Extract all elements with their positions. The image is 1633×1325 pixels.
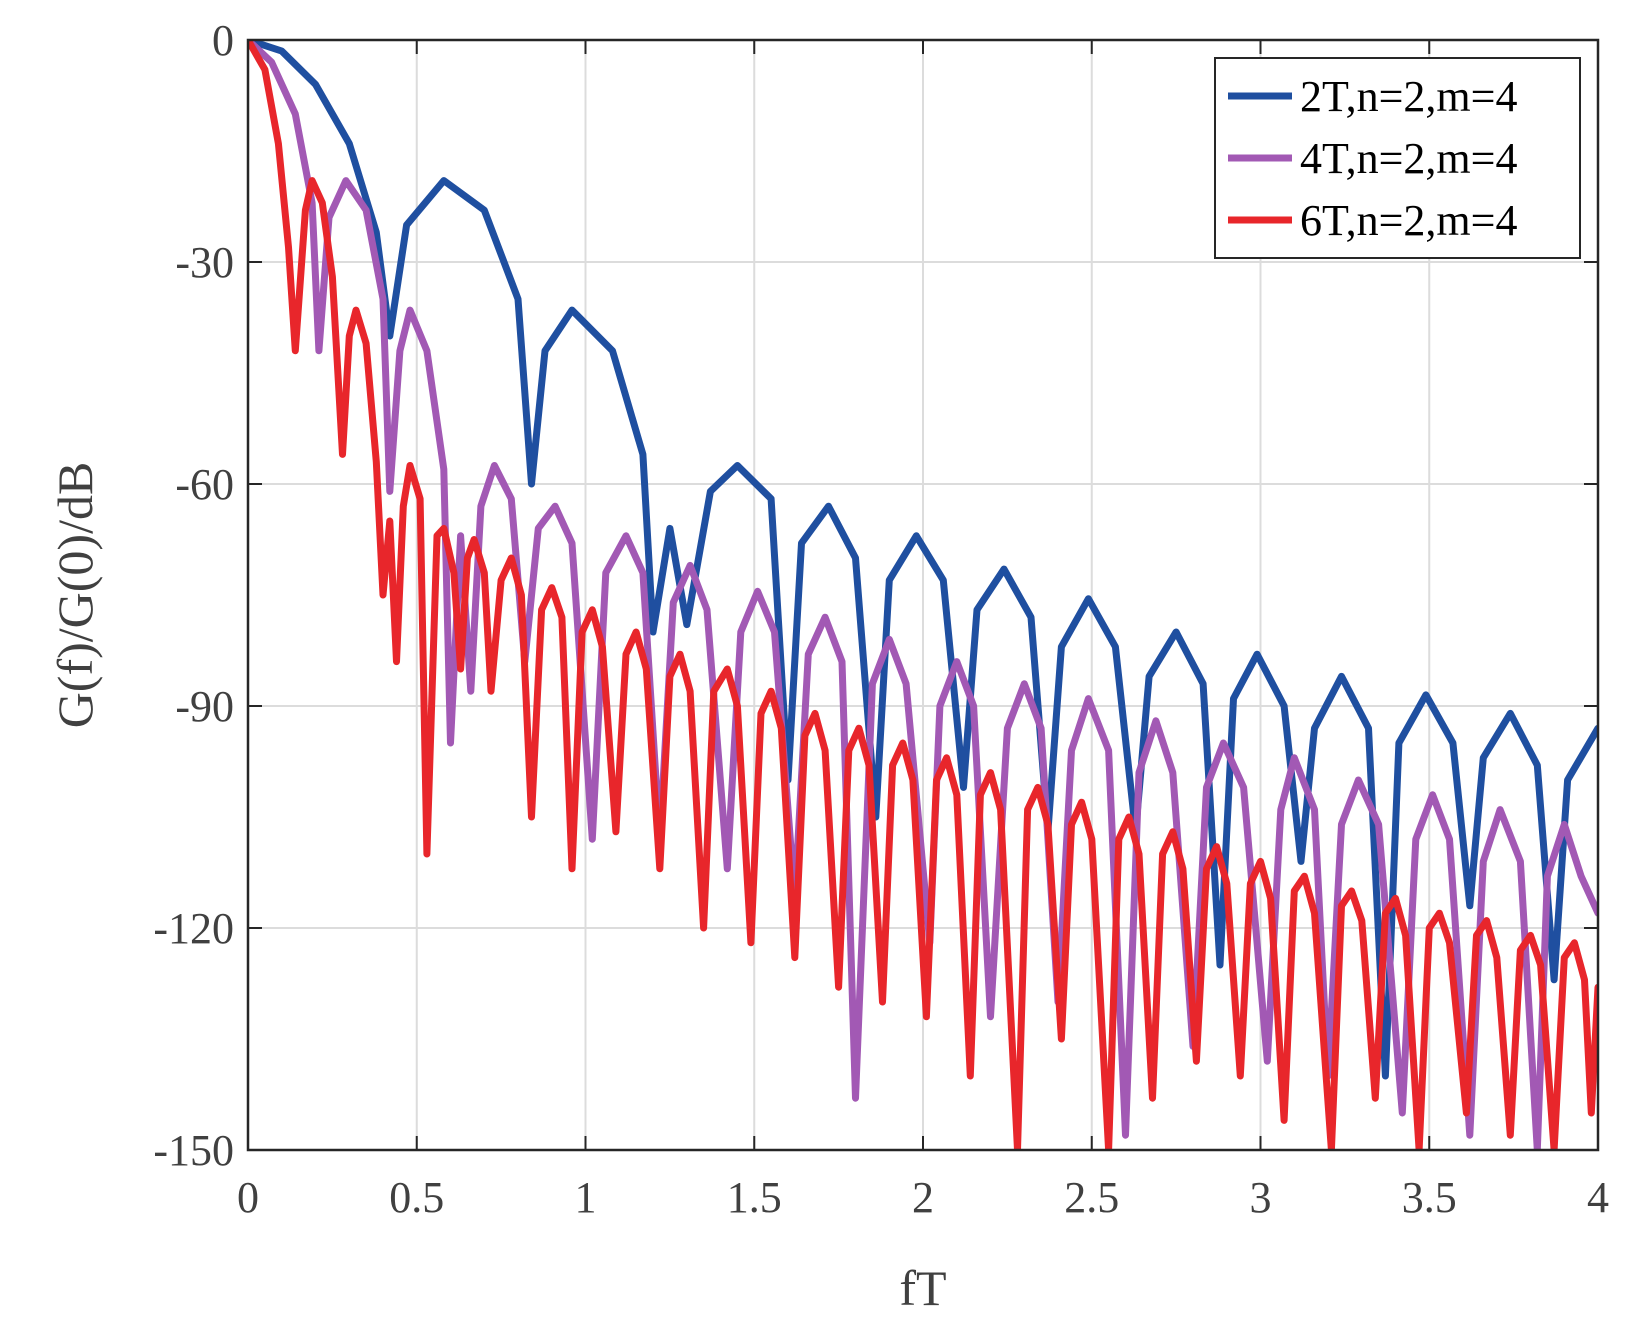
y-tick-label: -30 bbox=[175, 238, 234, 287]
x-tick-label: 0.5 bbox=[389, 1173, 444, 1222]
x-tick-label: 4 bbox=[1587, 1173, 1609, 1222]
y-tick-label: -150 bbox=[153, 1126, 234, 1175]
x-tick-label: 3 bbox=[1250, 1173, 1272, 1222]
y-tick-label: -90 bbox=[175, 682, 234, 731]
series-line bbox=[248, 40, 1598, 1150]
x-tick-labels: 0 0.5 1 1.5 2 2.5 3 3.5 4 bbox=[237, 1173, 1609, 1222]
x-tick-label: 0 bbox=[237, 1173, 259, 1222]
y-axis-label: G(f)/G(0)/dB bbox=[47, 462, 103, 729]
series-line bbox=[248, 40, 1598, 1150]
x-tick-label: 1 bbox=[575, 1173, 597, 1222]
series-layer bbox=[248, 40, 1598, 1150]
y-tick-label: 0 bbox=[212, 16, 234, 65]
legend-label: 2T,n=2,m=4 bbox=[1300, 72, 1517, 121]
x-tick-label: 1.5 bbox=[727, 1173, 782, 1222]
legend-label: 6T,n=2,m=4 bbox=[1300, 196, 1517, 245]
y-tick-label: -60 bbox=[175, 460, 234, 509]
x-axis-label: fT bbox=[899, 1260, 946, 1316]
ticks bbox=[247, 39, 1599, 1151]
y-tick-label: -120 bbox=[153, 904, 234, 953]
legend: 2T,n=2,m=4 4T,n=2,m=4 6T,n=2,m=4 bbox=[1214, 57, 1581, 259]
x-tick-label: 3.5 bbox=[1402, 1173, 1457, 1222]
x-tick-label: 2.5 bbox=[1064, 1173, 1119, 1222]
x-tick-label: 2 bbox=[912, 1173, 934, 1222]
legend-label: 4T,n=2,m=4 bbox=[1300, 134, 1517, 183]
y-tick-labels: 0 -30 -60 -90 -120 -150 bbox=[153, 16, 234, 1175]
